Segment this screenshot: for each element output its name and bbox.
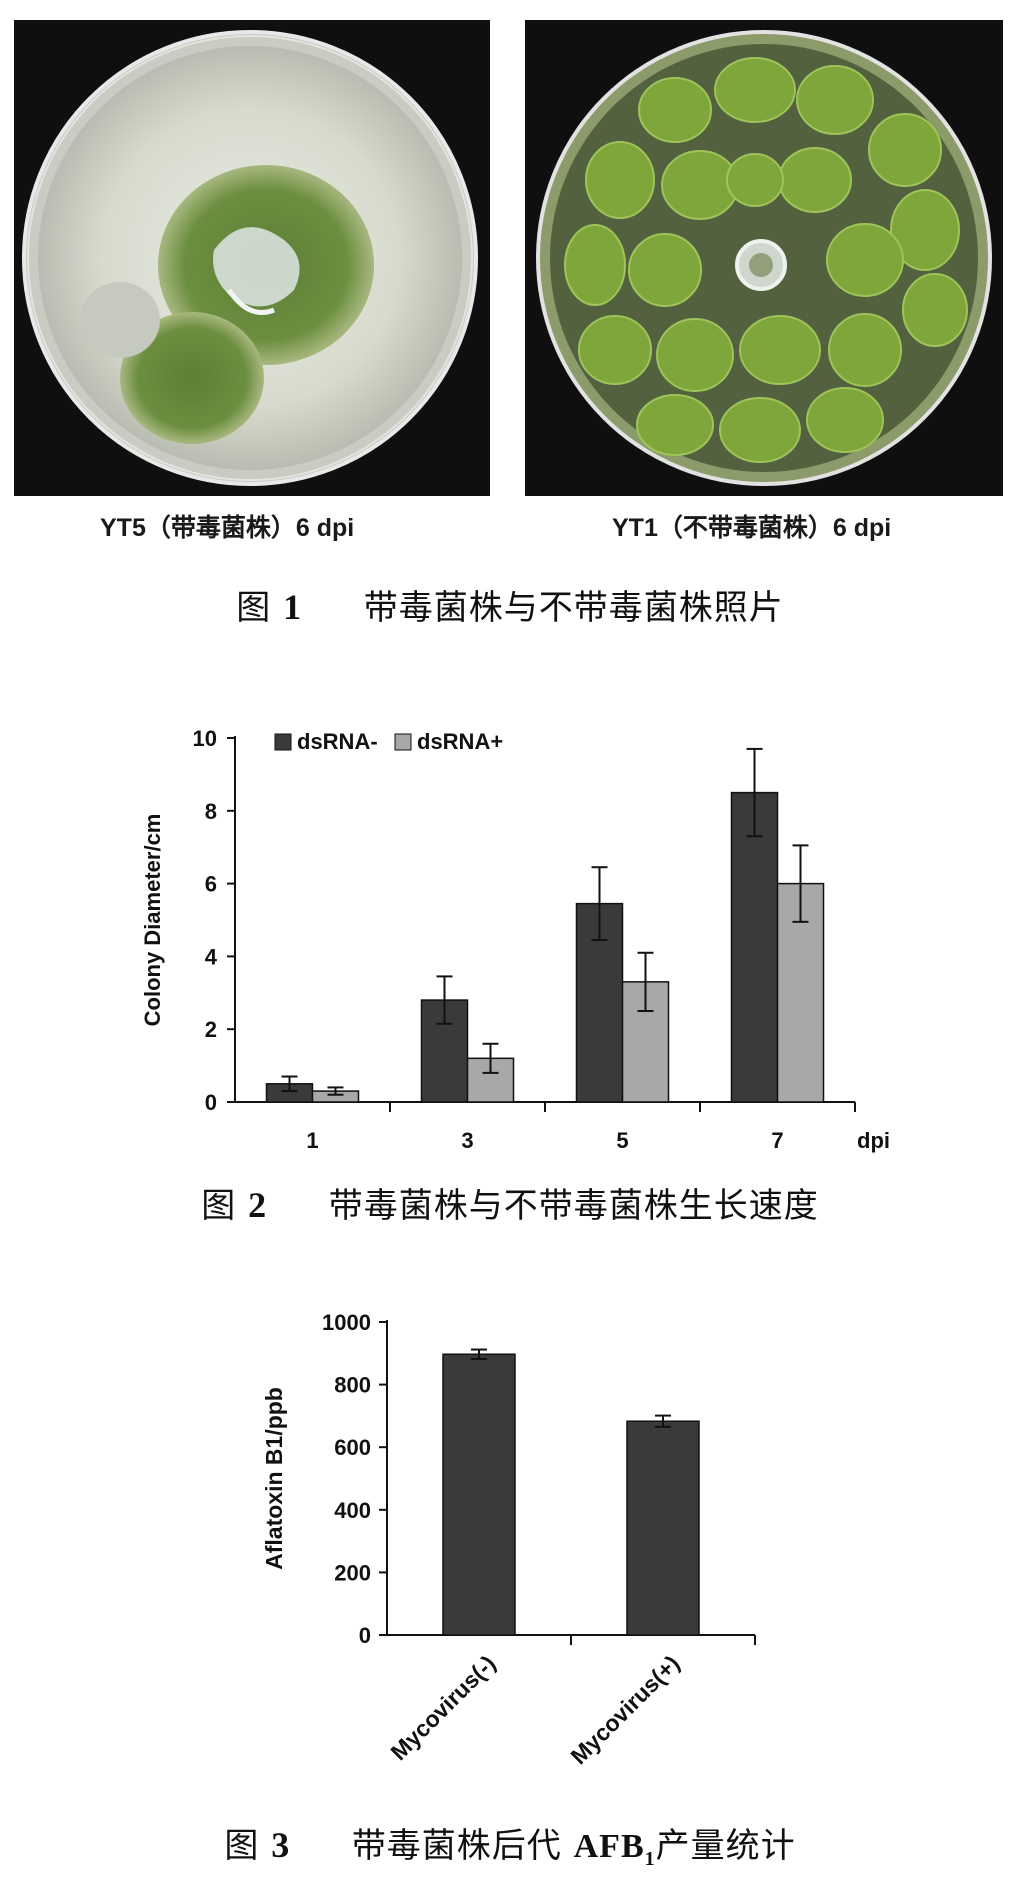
caption-text: 带毒菌株与不带毒菌株生长速度 xyxy=(328,1186,819,1226)
x-tick-label: 1 xyxy=(306,1128,318,1153)
bar-Mycovirus(+) xyxy=(626,1420,700,1636)
caption-afb: AFB xyxy=(573,1828,645,1865)
figure2-caption: 图 2 带毒菌株与不带毒菌株生长速度 xyxy=(0,1178,1020,1227)
y-tick-label: 2 xyxy=(205,1017,217,1042)
aflatoxin-chart: 0 200 400 600 800 1000 Aflatoxin B1/ppb Mycovir… xyxy=(261,1310,756,1769)
legend-swatch xyxy=(274,733,292,751)
petri-photo-yt1 xyxy=(525,20,1003,496)
photo-label-yt5: YT5（带毒菌株）6 dpi xyxy=(100,514,355,542)
x-axis-label: dpi xyxy=(857,1128,890,1153)
caption-text-b: 产量统计 xyxy=(655,1826,796,1866)
y-axis-label: Colony Diameter/cm xyxy=(140,814,165,1027)
y-tick-label: 200 xyxy=(334,1560,371,1585)
petri-photo-yt5 xyxy=(14,20,490,496)
caption-prefix: 图 xyxy=(201,1186,237,1226)
x-tick-label: 7 xyxy=(771,1128,783,1153)
y-tick-label: 10 xyxy=(193,726,217,751)
x-tick-label: 5 xyxy=(616,1128,628,1153)
bar-Mycovirus(-) xyxy=(442,1353,516,1636)
figure3-caption: 图 3 带毒菌株后代 AFB1产量统计 xyxy=(0,1818,1020,1871)
y-tick-label: 0 xyxy=(205,1090,217,1115)
y-axis-label: Aflatoxin B1/ppb xyxy=(261,1387,287,1570)
figure1-caption: 图 1 带毒菌株与不带毒菌株照片 xyxy=(0,580,1020,629)
legend-label: dsRNA- xyxy=(297,729,378,754)
y-tick-label: 4 xyxy=(205,944,218,969)
legend-label: dsRNA+ xyxy=(417,729,503,754)
caption-number: 1 xyxy=(283,587,303,627)
caption-number: 2 xyxy=(248,1185,268,1225)
y-tick-label: 6 xyxy=(205,872,217,897)
legend-swatch xyxy=(394,733,412,751)
x-tick-label: Mycovirus(+) xyxy=(565,1650,684,1769)
bar-dsRNA- xyxy=(730,791,779,1103)
photo-label-yt1: YT1（不带毒菌株）6 dpi xyxy=(612,514,892,542)
caption-prefix: 图 xyxy=(236,588,272,628)
y-tick-label: 1000 xyxy=(322,1310,371,1335)
x-tick-label: 3 xyxy=(461,1128,473,1153)
caption-text-a: 带毒菌株后代 xyxy=(351,1826,562,1866)
y-tick-label: 800 xyxy=(334,1373,371,1398)
x-tick-label: Mycovirus(-) xyxy=(385,1650,500,1765)
y-tick-label: 600 xyxy=(334,1435,371,1460)
caption-text: 带毒菌株与不带毒菌株照片 xyxy=(363,588,784,628)
caption-number: 3 xyxy=(271,1825,291,1865)
y-tick-label: 8 xyxy=(205,799,217,824)
y-tick-label: 0 xyxy=(359,1623,371,1648)
y-tick-label: 400 xyxy=(334,1498,371,1523)
colony-diameter-chart: 0 2 4 6 8 10 Colony Diameter/cm 1 3 5 7 dpi dsRNA-ds… xyxy=(140,726,890,1153)
caption-prefix: 图 xyxy=(224,1826,260,1866)
caption-subscript: 1 xyxy=(644,1847,656,1870)
